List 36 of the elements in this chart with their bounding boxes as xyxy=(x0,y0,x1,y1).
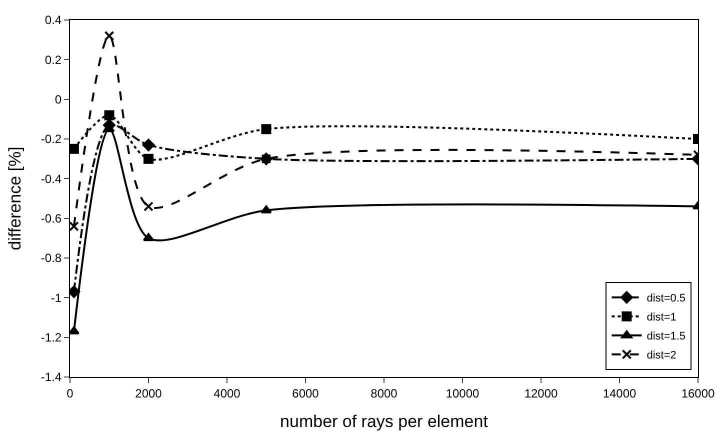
y-tick-label: -1.2 xyxy=(40,330,62,345)
y-axis-title: difference [%] xyxy=(5,146,24,250)
x-tick-label: 10000 xyxy=(446,386,480,400)
y-tick-label: -0.6 xyxy=(40,212,62,226)
x-tick-label: 0 xyxy=(66,386,74,400)
legend-label: dist=0.5 xyxy=(646,292,686,305)
point xyxy=(260,205,272,214)
y-tick-label: -1 xyxy=(50,290,62,305)
x-tick-label: 12000 xyxy=(524,386,558,400)
y-tick-label: 0 xyxy=(54,92,62,107)
x-tick-label: 6000 xyxy=(292,386,320,400)
y-tick-label: -1.4 xyxy=(40,370,62,384)
legend-label: dist=1 xyxy=(646,312,676,324)
point xyxy=(70,326,80,334)
x-tick-label: 8000 xyxy=(370,386,398,400)
y-tick-label: -0.8 xyxy=(40,251,62,266)
point xyxy=(142,233,154,242)
x-tick-label: 4000 xyxy=(214,386,241,400)
point xyxy=(104,110,114,120)
legend-label: dist=2 xyxy=(646,350,676,362)
point xyxy=(70,144,79,154)
legend-label: dist=1.5 xyxy=(646,330,686,343)
x-tick-label: 14000 xyxy=(602,386,637,400)
point xyxy=(70,286,80,298)
x-tick-label: 2000 xyxy=(135,386,162,400)
y-tick-label: -0.2 xyxy=(40,132,62,146)
x-axis-title: number of rays per element xyxy=(280,412,488,431)
point xyxy=(261,124,272,134)
point xyxy=(144,154,154,164)
x-tick-label: 16000 xyxy=(681,386,716,400)
y-tick-label: -0.4 xyxy=(40,172,62,186)
y-tick-label: 0.4 xyxy=(44,13,62,28)
y-tick-label: 0.2 xyxy=(44,52,62,67)
point xyxy=(144,201,154,212)
point xyxy=(70,221,79,232)
point xyxy=(104,30,114,41)
